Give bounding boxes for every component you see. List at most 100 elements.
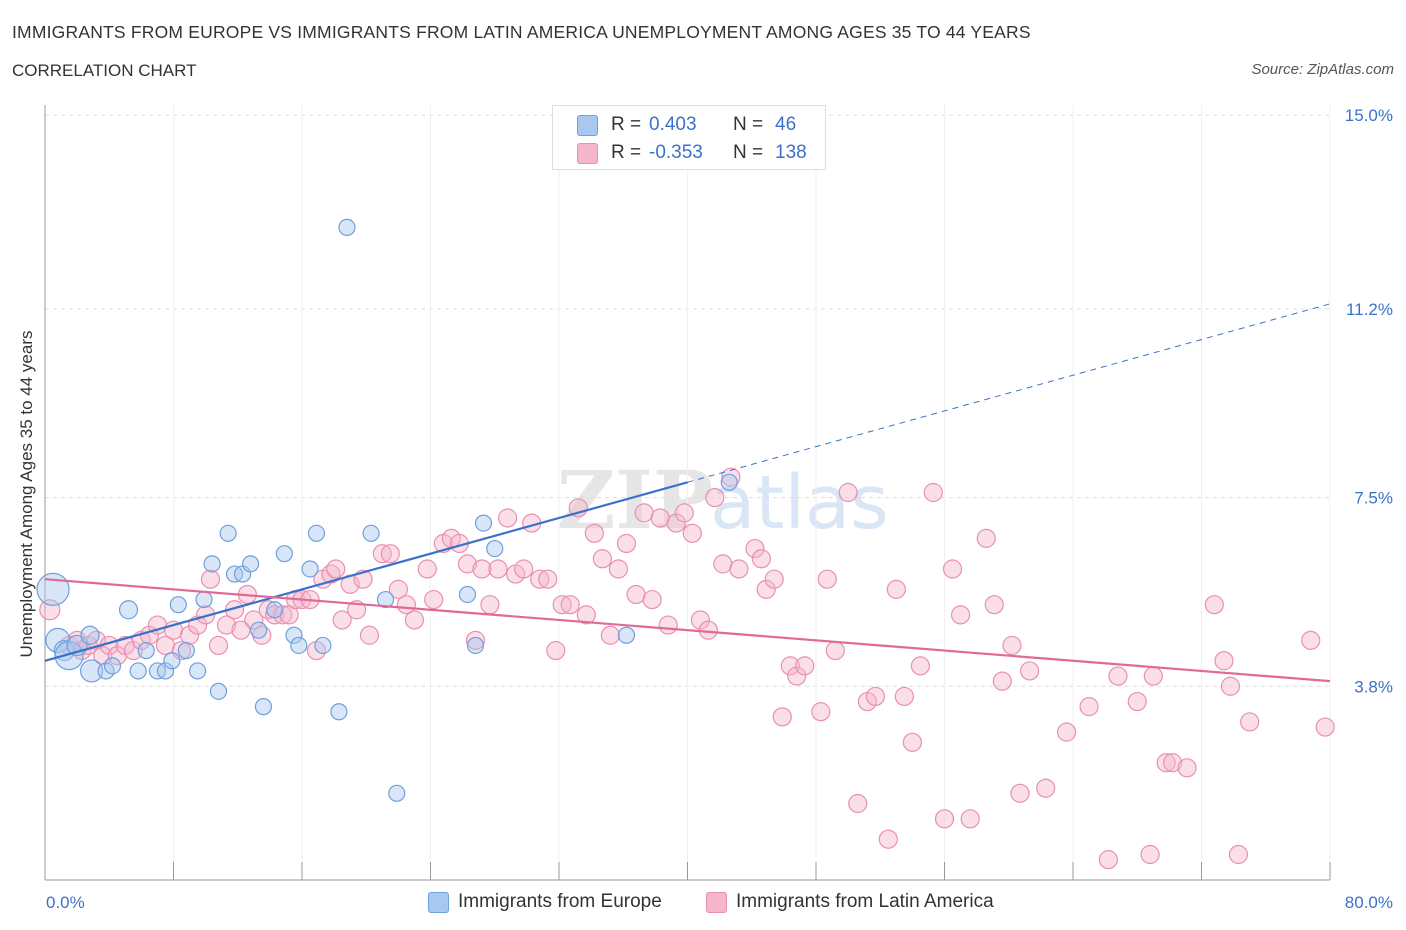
- axes: [44, 105, 1331, 881]
- europe-point: [203, 555, 221, 573]
- europe-points: [36, 147, 738, 802]
- latam-point: [530, 569, 550, 589]
- latam-point: [514, 559, 534, 579]
- chart-subtitle: CORRELATION CHART: [12, 61, 197, 80]
- latam-point: [865, 686, 886, 707]
- latam-point: [650, 508, 670, 528]
- latam-point: [1002, 635, 1022, 656]
- europe-point: [307, 524, 326, 542]
- latam-point: [608, 559, 629, 579]
- europe-point: [242, 555, 260, 573]
- europe-point: [466, 636, 485, 655]
- legend-r-label: R =: [611, 114, 642, 135]
- europe-point: [209, 682, 228, 700]
- latam-point: [817, 569, 837, 589]
- chart-title: IMMIGRANTS FROM EUROPE VS IMMIGRANTS FRO…: [12, 22, 1031, 42]
- latam-point: [480, 595, 500, 615]
- legend-swatch-latam: [577, 143, 598, 164]
- latam-point: [258, 600, 278, 620]
- latam-point: [1156, 753, 1176, 773]
- latam-point: [764, 569, 784, 589]
- europe-point: [188, 662, 207, 680]
- latam-point: [576, 605, 596, 625]
- latam-point: [584, 523, 604, 543]
- latam-point: [934, 809, 955, 829]
- latam-point: [923, 482, 943, 503]
- latam-point: [848, 793, 868, 814]
- latam-point: [976, 528, 996, 548]
- europe-point: [314, 636, 332, 655]
- europe-point: [163, 652, 181, 670]
- europe-point: [45, 627, 71, 653]
- europe-point: [617, 626, 636, 644]
- latam-point: [682, 523, 702, 543]
- x-tick-label: 0.0%: [46, 893, 85, 912]
- latam-point: [642, 589, 662, 610]
- latam-point: [950, 605, 971, 625]
- latam-point: [326, 559, 346, 579]
- europe-point: [250, 621, 268, 639]
- latam-point: [772, 707, 792, 727]
- latam-point: [488, 559, 508, 579]
- europe-trend-extension: [687, 303, 1331, 483]
- latam-point: [404, 610, 425, 630]
- latam-point: [372, 544, 392, 564]
- y-tick-label: 3.8%: [1354, 677, 1393, 696]
- latam-point: [388, 579, 408, 599]
- latam-point: [1140, 844, 1160, 865]
- legend-n-value: 46: [775, 114, 797, 135]
- latam-point: [780, 656, 800, 676]
- latam-point: [626, 584, 646, 605]
- europe-point: [254, 698, 273, 716]
- europe-point: [103, 657, 122, 675]
- latam-point: [546, 640, 566, 661]
- latam-point: [878, 829, 898, 849]
- latam-point: [1204, 595, 1224, 615]
- latam-point: [729, 559, 749, 579]
- europe-point: [330, 703, 348, 721]
- latam-point: [658, 615, 678, 635]
- tick-labels: 3.8% 7.5% 11.2% 15.0% 0.0% 80.0%: [46, 106, 1393, 912]
- latam-points: [39, 467, 1335, 870]
- series-legend-swatch-europe: [428, 892, 449, 913]
- latam-point: [424, 589, 444, 610]
- source-label: Source: ZipAtlas.com: [1251, 61, 1394, 78]
- latam-point: [273, 605, 293, 625]
- legend-swatch-europe: [577, 115, 598, 136]
- europe-trend-line: [44, 481, 688, 662]
- latam-point: [713, 554, 733, 574]
- latam-point: [1301, 630, 1321, 650]
- latam-point: [498, 508, 518, 528]
- europe-point: [458, 585, 477, 604]
- latam-point: [179, 625, 200, 645]
- series-legend-label-latam: Immigrants from Latin America: [736, 891, 994, 912]
- latam-point: [811, 702, 831, 722]
- latam-point: [359, 625, 380, 645]
- legend-r-label: R =: [611, 142, 642, 163]
- latam-point: [705, 487, 725, 508]
- latam-point: [1315, 717, 1335, 737]
- latam-point: [380, 544, 400, 564]
- europe-point: [301, 560, 319, 578]
- latam-point: [1108, 666, 1128, 686]
- legend-n-label: N =: [733, 114, 764, 135]
- latam-point: [1098, 850, 1118, 870]
- latam-point: [1220, 676, 1241, 696]
- latam-point: [1036, 778, 1056, 798]
- europe-point: [137, 641, 155, 660]
- latam-point: [208, 635, 229, 656]
- latam-point: [894, 686, 914, 707]
- latam-point: [552, 595, 572, 615]
- latam-point: [560, 595, 580, 615]
- latam-point: [886, 579, 906, 599]
- europe-point: [362, 524, 380, 542]
- europe-point: [388, 784, 406, 802]
- latam-point: [1056, 722, 1077, 742]
- latam-trend-line: [44, 578, 1331, 683]
- latam-point: [751, 549, 771, 569]
- latam-point: [674, 503, 694, 523]
- europe-point: [118, 600, 139, 620]
- latam-point: [265, 605, 285, 625]
- latam-point: [838, 482, 858, 503]
